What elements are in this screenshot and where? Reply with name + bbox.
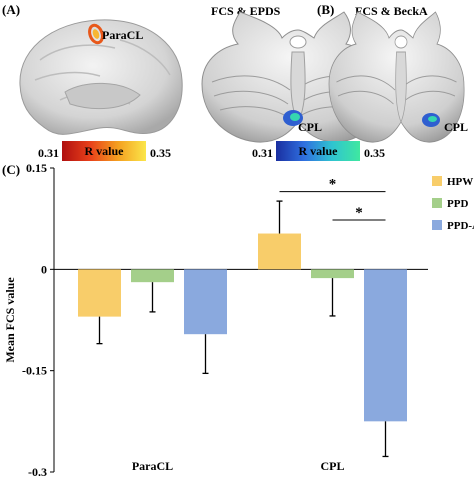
panel-b-letter: (B) [317, 2, 335, 17]
panel-a-title: FCS & EPDS [211, 4, 281, 18]
cool-colorbar-label: R value [298, 144, 338, 158]
y-tick-label: -0.3 [28, 465, 47, 479]
bar [364, 269, 407, 422]
legend-label: PPD [447, 198, 468, 210]
y-axis-label: Mean FCS value [3, 277, 17, 363]
cool-colorbar: R value [276, 141, 360, 161]
panel-c-letter: (C) [2, 162, 21, 177]
warm-colorbar-max: 0.35 [150, 146, 171, 160]
significance-star: * [355, 205, 363, 221]
cerebellum-b [328, 11, 465, 143]
y-tick-label: 0 [41, 262, 47, 276]
bar [78, 269, 121, 317]
bar [131, 269, 174, 283]
x-category-label: CPL [321, 459, 345, 473]
panel-a-letter: (A) [2, 2, 21, 17]
bar [258, 233, 301, 270]
cool-colorbar-max: 0.35 [364, 146, 385, 160]
significance-star: * [329, 177, 337, 193]
significance-markers: ** [279, 177, 386, 221]
cpl-label-a: CPL [298, 120, 322, 134]
warm-colorbar-label: R value [84, 144, 124, 158]
legend-swatch [432, 220, 442, 230]
panel-b-title: FCS & BeckA [355, 4, 428, 18]
x-category-label: ParaCL [132, 459, 173, 473]
legend-swatch [432, 198, 442, 208]
legend-label: PPD-A [447, 220, 474, 232]
chart-bars [78, 200, 407, 458]
bar [311, 269, 354, 279]
y-tick-label: 0.15 [26, 161, 47, 175]
paracl-activation [88, 23, 104, 45]
chart-legend: HPW PPD PPD-A [432, 176, 474, 232]
paracl-label: ParaCL [102, 28, 144, 42]
cpl-label-b: CPL [444, 120, 468, 134]
cool-colorbar-min: 0.31 [252, 146, 273, 160]
brain-images [19, 11, 465, 143]
legend-label: HPW [447, 176, 473, 188]
y-tick-label: -0.15 [22, 364, 47, 378]
chart-axes: 0.15 0 -0.15 -0.3 Mean FCS value ParaCL CPL [3, 161, 428, 479]
legend-swatch [432, 176, 442, 186]
medial-brain-surface [19, 19, 183, 135]
warm-colorbar: R value [62, 141, 146, 161]
warm-colorbar-min: 0.31 [38, 146, 59, 160]
bar [184, 269, 227, 335]
